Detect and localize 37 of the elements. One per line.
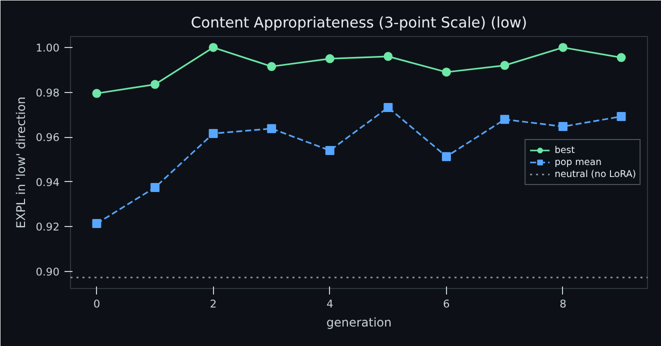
x-tick-label: 8 [560,298,567,310]
x-axis-title: generation [326,316,392,330]
legend-label: neutral (no LoRA) [554,168,636,180]
chart-title: Content Appropriateness (3-point Scale) (low) [190,14,528,32]
point [616,112,626,121]
legend-label: best [554,144,575,156]
point [384,103,393,112]
x-tick-label: 2 [210,298,217,310]
x-tick-label: 4 [326,298,334,310]
point [208,128,218,138]
point [208,42,218,52]
point [500,60,510,70]
legend-label: pop mean [554,156,602,168]
y-tick-label: 0.94 [36,176,60,189]
y-tick-label: 0.90 [36,265,60,278]
y-tick-label: 0.92 [36,220,60,234]
x-tick-label: 0 [93,298,100,310]
point [150,182,160,192]
point [92,88,102,98]
y-tick-label: 0.96 [36,131,60,144]
point [442,152,451,162]
point [558,42,568,52]
y-tick-label: 1.00 [36,41,60,54]
point [442,68,451,77]
point [267,124,276,134]
x-tick-label: 6 [443,298,450,310]
point [325,54,334,64]
y-tick-label: 0.98 [36,86,60,100]
point [150,80,160,89]
point [616,53,626,62]
point [325,146,334,156]
point [500,114,510,124]
point [384,52,393,61]
point [92,219,102,228]
point [558,122,568,132]
y-axis-title: EXPL in 'low' direction [14,96,28,228]
point [267,62,276,72]
